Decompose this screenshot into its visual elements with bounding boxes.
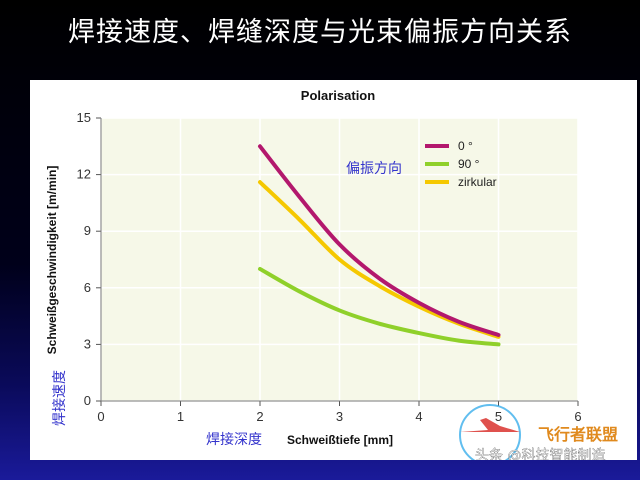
y-tick-label: 3	[84, 336, 91, 351]
slide-title: 焊接速度、焊缝深度与光束偏振方向关系	[68, 17, 572, 48]
x-axis-label: Schweißtiefe [mm]	[287, 433, 393, 447]
x-tick-label: 1	[177, 409, 184, 424]
series-line-90deg	[258, 266, 501, 347]
watermark-brand: 飞行者联盟	[538, 425, 618, 444]
x-tick-label: 3	[336, 409, 343, 424]
legend: 0 ° 90 ° zirkular	[425, 139, 497, 189]
airplane-icon	[460, 418, 520, 432]
legend-label: 0 °	[458, 139, 473, 153]
legend-heading-cn: 偏振方向	[346, 161, 402, 177]
series-lines	[258, 144, 501, 347]
watermark-credit: 头条 @科技智能制造	[475, 447, 605, 460]
x-tick-label: 6	[574, 409, 581, 424]
y-tick-label: 12	[77, 167, 91, 182]
y-tick-label: 6	[84, 280, 91, 295]
chart-title: Polarisation	[301, 88, 375, 103]
x-tick-label: 2	[256, 409, 263, 424]
legend-label: zirkular	[458, 175, 497, 189]
legend-label: 90 °	[458, 157, 480, 171]
y-tick-label: 0	[84, 393, 91, 408]
x-tick-label: 0	[97, 409, 104, 424]
x-tick-label: 5	[495, 409, 502, 424]
watermark-logo-icon	[459, 404, 521, 460]
x-tick-label: 4	[415, 409, 422, 424]
y-tick-labels: 0 3 6 9 12 15	[77, 110, 91, 408]
watermark: 飞行者联盟 头条 @科技智能制造	[459, 404, 618, 460]
y-tick-label: 9	[84, 223, 91, 238]
y-axis-label-cn: 焊接速度	[51, 370, 68, 426]
x-tick-labels: 0 1 2 3 4 5 6	[97, 409, 581, 424]
y-axis-label: Schweißgeschwindigkeit [m/min]	[45, 166, 59, 355]
y-tick-label: 15	[77, 110, 91, 125]
x-axis-label-cn: 焊接深度	[206, 431, 262, 448]
series-line-0deg	[258, 144, 501, 337]
axes	[96, 117, 579, 406]
